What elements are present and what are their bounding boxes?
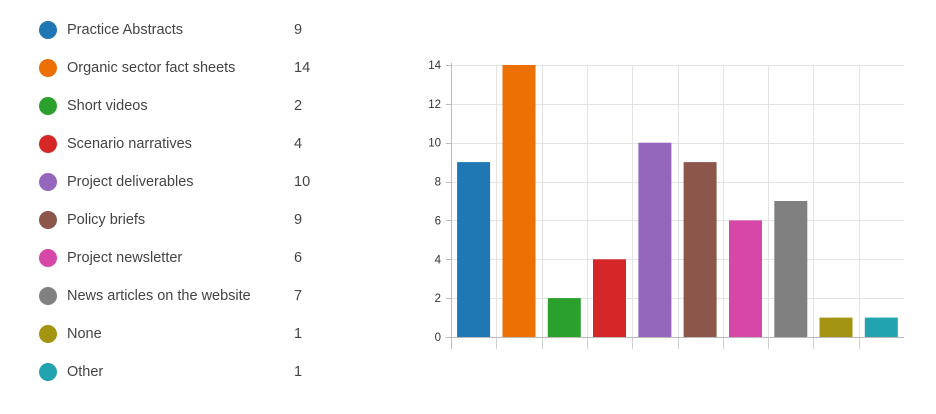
legend-value: 1 bbox=[294, 326, 303, 342]
legend-value: 7 bbox=[294, 288, 303, 304]
legend-value: 2 bbox=[294, 98, 303, 114]
y-tick-label: 2 bbox=[435, 293, 441, 305]
legend-label: Other bbox=[67, 364, 104, 380]
legend-swatch bbox=[39, 325, 57, 343]
legend-swatch bbox=[39, 249, 57, 267]
legend-item[interactable]: Other 1 bbox=[0, 352, 330, 390]
legend-value: 14 bbox=[294, 60, 311, 76]
legend-label: Short videos bbox=[67, 98, 148, 114]
legend-label: Organic sector fact sheets bbox=[67, 60, 236, 76]
legend-item[interactable]: Short videos 2 bbox=[0, 86, 330, 124]
y-tick-label: 0 bbox=[435, 332, 441, 344]
bar-4 bbox=[593, 259, 626, 337]
bar-7 bbox=[729, 220, 762, 337]
legend-label: News articles on the website bbox=[67, 288, 251, 304]
legend-value: 10 bbox=[294, 174, 311, 190]
legend-swatch bbox=[39, 173, 57, 191]
legend-label: Project newsletter bbox=[67, 250, 183, 266]
legend-swatch bbox=[39, 363, 57, 381]
y-tick-label: 8 bbox=[435, 177, 441, 189]
bar-10 bbox=[864, 317, 898, 337]
legend-swatch bbox=[39, 21, 57, 39]
legend-item[interactable]: Scenario narratives 4 bbox=[0, 124, 330, 162]
legend-swatch bbox=[39, 135, 57, 153]
legend-item[interactable]: Policy briefs 9 bbox=[0, 200, 330, 238]
legend-item[interactable]: Project newsletter 6 bbox=[0, 238, 330, 276]
bar-2 bbox=[502, 65, 536, 337]
legend-label: Scenario narratives bbox=[67, 136, 192, 152]
legend-item[interactable]: Project deliverables 10 bbox=[0, 162, 330, 200]
legend-item[interactable]: Organic sector fact sheets 14 bbox=[0, 48, 330, 86]
legend-value: 6 bbox=[294, 250, 303, 266]
legend-swatch bbox=[39, 59, 57, 77]
legend-label: Project deliverables bbox=[67, 174, 194, 190]
chart-bars bbox=[457, 65, 898, 337]
legend-item[interactable]: News articles on the website 7 bbox=[0, 276, 330, 314]
bar-8 bbox=[774, 201, 808, 337]
legend-swatch bbox=[39, 211, 57, 229]
bar-5 bbox=[638, 142, 672, 337]
y-tick-label: 12 bbox=[428, 99, 441, 111]
legend-value: 9 bbox=[294, 212, 303, 228]
bar-9 bbox=[819, 317, 853, 337]
y-tick-label: 4 bbox=[435, 254, 442, 266]
legend-value: 9 bbox=[294, 22, 303, 38]
legend-value: 4 bbox=[294, 136, 303, 152]
bar-3 bbox=[547, 298, 581, 337]
y-tick-label: 14 bbox=[428, 60, 441, 72]
legend-item[interactable]: None 1 bbox=[0, 314, 330, 352]
chart-legend: Practice Abstracts 9 Organic sector fact s… bbox=[0, 0, 330, 414]
legend-label: None bbox=[67, 326, 102, 342]
bar-6 bbox=[683, 162, 717, 337]
legend-value: 1 bbox=[294, 364, 303, 380]
legend-label: Practice Abstracts bbox=[67, 22, 184, 38]
legend-swatch bbox=[39, 287, 57, 305]
legend-swatch bbox=[39, 97, 57, 115]
legend-label: Policy briefs bbox=[67, 212, 146, 228]
bar-1 bbox=[457, 162, 491, 337]
y-tick-label: 6 bbox=[435, 215, 441, 227]
chart-axes: 0 2 4 6 8 10 12 14 bbox=[428, 60, 904, 349]
legend-item[interactable]: Practice Abstracts 9 bbox=[0, 10, 330, 48]
y-tick-label: 10 bbox=[428, 138, 441, 150]
